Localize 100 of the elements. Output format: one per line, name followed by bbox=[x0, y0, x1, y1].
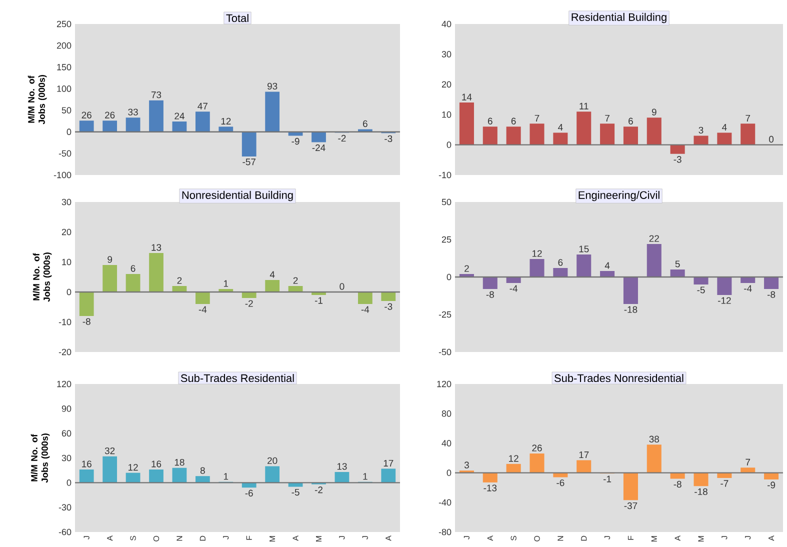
data-label: 2 bbox=[464, 265, 469, 272]
data-label: 6 bbox=[628, 118, 633, 124]
data-label: 0 bbox=[340, 283, 344, 290]
data-label: -13 bbox=[484, 484, 497, 492]
data-label: 26 bbox=[82, 112, 92, 118]
data-label: 11 bbox=[580, 102, 588, 110]
data-label: -8 bbox=[768, 291, 776, 298]
data-label: 6 bbox=[558, 259, 563, 266]
y-tick-label: 25 bbox=[442, 236, 452, 243]
data-label: 9 bbox=[108, 256, 112, 263]
data-label: 3 bbox=[698, 126, 704, 134]
data-label: 16 bbox=[152, 460, 162, 468]
data-label: 22 bbox=[649, 235, 659, 242]
data-label: 12 bbox=[509, 455, 518, 462]
data-label: -5 bbox=[292, 488, 300, 496]
y-tick-label: -80 bbox=[438, 528, 452, 536]
y-tick-label: 120 bbox=[437, 380, 452, 388]
chart-title: Nonresidential Building bbox=[182, 190, 293, 202]
y-tick-label: 120 bbox=[57, 380, 72, 388]
y-tick-label: 0 bbox=[66, 479, 72, 486]
data-label: 4 bbox=[604, 262, 610, 269]
data-label: -3 bbox=[384, 135, 392, 142]
data-label: 7 bbox=[534, 114, 540, 122]
data-label: -8 bbox=[82, 318, 90, 325]
data-label: 12 bbox=[128, 464, 138, 471]
data-label: 6 bbox=[511, 118, 516, 124]
data-label: -2 bbox=[314, 486, 322, 494]
data-label: -2 bbox=[338, 134, 346, 142]
data-label: 73 bbox=[151, 91, 162, 98]
data-label: -7 bbox=[720, 480, 728, 487]
data-label: 17 bbox=[579, 452, 589, 458]
data-label: 33 bbox=[128, 108, 138, 116]
data-label: 18 bbox=[174, 458, 184, 466]
data-label: 7 bbox=[746, 458, 750, 466]
data-label: -1 bbox=[314, 297, 322, 304]
data-label: 7 bbox=[746, 114, 750, 122]
chart-title: Engineering/Civil bbox=[578, 190, 660, 202]
y-tick-label: -40 bbox=[438, 499, 452, 506]
data-label: 3 bbox=[464, 462, 469, 468]
data-label: 93 bbox=[267, 82, 278, 90]
data-label: 26 bbox=[532, 444, 542, 452]
data-label: 5 bbox=[675, 260, 680, 268]
y-tick-label: 0 bbox=[66, 288, 72, 296]
y-tick-label: 0 bbox=[446, 274, 452, 280]
y-tick-label: 0 bbox=[66, 128, 72, 136]
y-tick-label: 40 bbox=[442, 440, 452, 446]
data-label: -3 bbox=[384, 303, 392, 310]
y-tick-label: 30 bbox=[62, 454, 72, 462]
data-label: 7 bbox=[605, 114, 610, 122]
data-label: 47 bbox=[198, 102, 208, 110]
y-tick-label: -60 bbox=[58, 528, 72, 536]
data-label: 1 bbox=[363, 473, 368, 480]
data-label: 6 bbox=[130, 265, 136, 272]
data-label: 32 bbox=[104, 447, 115, 454]
y-tick-label: 80 bbox=[442, 410, 452, 417]
y-tick-label: 100 bbox=[57, 86, 72, 92]
data-label: -12 bbox=[718, 297, 731, 304]
data-label: -4 bbox=[361, 306, 370, 313]
data-label: -6 bbox=[245, 490, 253, 496]
data-label: 13 bbox=[152, 244, 162, 251]
data-label: 9 bbox=[652, 108, 656, 116]
data-label: 0 bbox=[769, 136, 774, 143]
data-label: 13 bbox=[337, 463, 347, 470]
data-label: -4 bbox=[744, 285, 752, 292]
y-tick-label: 150 bbox=[57, 64, 72, 70]
y-tick-label: 60 bbox=[62, 430, 72, 437]
y-axis-title: M/M No. of Jobs (000s) bbox=[30, 434, 50, 483]
data-label: -1 bbox=[604, 476, 612, 482]
data-label: 6 bbox=[488, 118, 492, 124]
data-label: 16 bbox=[82, 460, 92, 468]
data-label: 6 bbox=[363, 120, 368, 128]
data-label: -37 bbox=[624, 502, 638, 510]
data-label: -6 bbox=[556, 479, 564, 486]
data-label: -3 bbox=[674, 156, 682, 163]
data-label: 15 bbox=[579, 246, 589, 252]
y-tick-label: 250 bbox=[56, 20, 72, 28]
y-tick-label: 20 bbox=[62, 228, 72, 236]
y-tick-label: 50 bbox=[442, 198, 452, 206]
y-tick-label: -50 bbox=[438, 348, 452, 356]
y-tick-label: 50 bbox=[62, 107, 72, 114]
y-tick-label: -10 bbox=[58, 318, 72, 326]
chart-title: Sub-Trades Residential bbox=[180, 374, 294, 382]
y-tick-label: 10 bbox=[442, 111, 452, 118]
y-tick-label: -25 bbox=[438, 311, 452, 318]
data-label: -8 bbox=[486, 291, 494, 298]
y-tick-label: 30 bbox=[442, 51, 452, 58]
data-label: 12 bbox=[221, 118, 231, 124]
data-label: 24 bbox=[174, 112, 184, 120]
chart-title: Total bbox=[226, 14, 248, 22]
y-tick-label: -50 bbox=[58, 150, 72, 157]
y-axis-title: M/M No. of Jobs (000s) bbox=[32, 252, 52, 302]
data-label: -9 bbox=[768, 482, 776, 488]
data-label: 1 bbox=[224, 473, 228, 480]
data-label: -24 bbox=[312, 144, 326, 152]
data-label: 4 bbox=[722, 124, 727, 131]
y-tick-label: -30 bbox=[58, 504, 72, 511]
chart-title: Residential Building bbox=[572, 12, 666, 24]
data-label: 14 bbox=[462, 94, 472, 100]
data-label: 2 bbox=[177, 277, 182, 284]
data-label: 38 bbox=[649, 436, 660, 442]
